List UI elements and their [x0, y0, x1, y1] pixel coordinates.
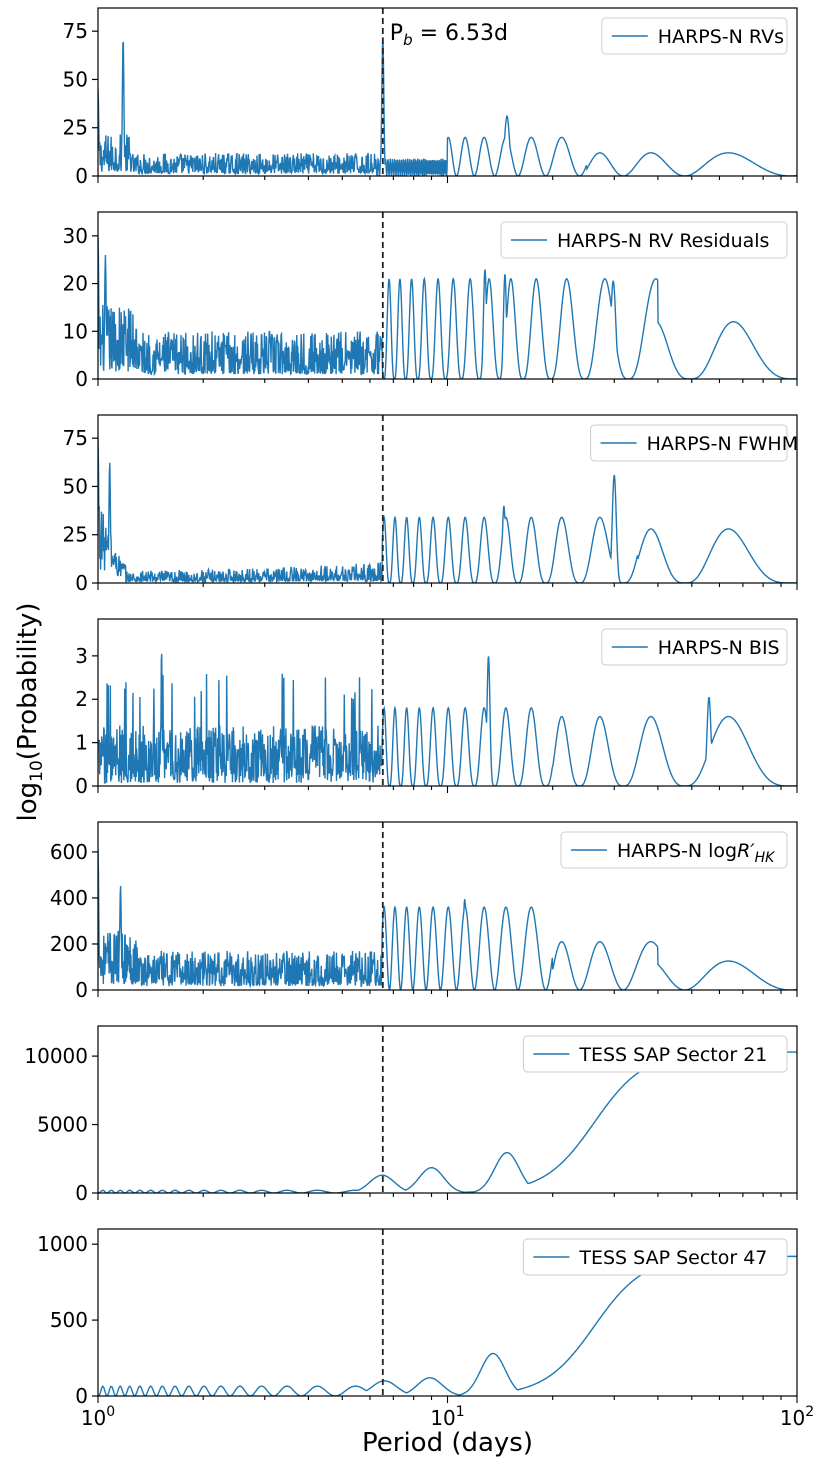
legend-fwhm: HARPS-N FWHM — [590, 424, 799, 462]
legend-label: HARPS-N BIS — [658, 637, 780, 659]
series-line-rhk — [98, 849, 797, 990]
series-line-rv — [98, 37, 797, 176]
legend-box — [590, 424, 788, 462]
y-tick-label: 20 — [63, 272, 88, 296]
legend-label: HARPS-N RVs — [658, 26, 784, 48]
y-tick-label: 0 — [75, 367, 88, 391]
legend-s21: TESS SAP Sector 21 — [522, 1035, 788, 1073]
legend-rv: HARPS-N RVs — [601, 17, 788, 55]
y-tick-label: 75 — [63, 426, 88, 450]
panel-s21: 0 5000 10000 TESS SAP Sector 21 — [24, 1025, 798, 1205]
legend-label: HARPS-N FWHM — [647, 433, 799, 455]
panel-fwhm: 0 25 50 75 HARPS-N FWHM — [63, 414, 799, 595]
legend-res: HARPS-N RV Residuals — [500, 221, 788, 259]
y-tick-label: 0 — [75, 774, 88, 798]
y-tick-label: 1 — [75, 731, 88, 755]
legend-label: TESS SAP Sector 21 — [578, 1044, 767, 1066]
panel-s47: 0 500 1000 TESS SAP Sector 47 100 101 102 — [37, 1228, 814, 1430]
y-tick-label: 50 — [63, 474, 88, 498]
x-axis-label: Period (days) — [362, 1428, 533, 1458]
y-tick-label: 75 — [63, 19, 88, 43]
panel-bis: 0 1 2 3 HARPS-N BIS — [75, 618, 798, 798]
y-tick-label: 5000 — [37, 1113, 88, 1137]
y-tick-label: 10 — [63, 319, 88, 343]
y-tick-label: 2 — [75, 687, 88, 711]
x-tick-label: 100 — [81, 1404, 115, 1430]
series-line-res — [98, 235, 797, 379]
series-line-s47 — [98, 1255, 797, 1396]
legend-label: HARPS-N RV Residuals — [557, 230, 769, 252]
y-tick-label: 600 — [50, 840, 88, 864]
y-tick-label: 25 — [63, 116, 88, 140]
panel-rhk: 0 200 400 600 HARPS-N logR′HK — [50, 821, 798, 1002]
period-annotation: Pb = 6.53d — [390, 21, 508, 49]
y-tick-label: 10000 — [24, 1044, 88, 1068]
y-tick-label: 0 — [75, 164, 88, 188]
legend-box — [500, 221, 788, 259]
panel-res: 0 10 20 30 HARPS-N RV Residuals — [63, 211, 798, 391]
legend-box — [522, 1035, 788, 1073]
legend-label: TESS SAP Sector 47 — [578, 1247, 767, 1269]
legend-box — [560, 831, 788, 869]
y-tick-label: 3 — [75, 644, 88, 668]
y-tick-label: 0 — [75, 1181, 88, 1205]
y-tick-label: 500 — [50, 1308, 88, 1332]
legend-box — [601, 628, 788, 666]
y-tick-label: 50 — [63, 67, 88, 91]
y-tick-label: 0 — [75, 978, 88, 1002]
y-tick-label: 25 — [63, 523, 88, 547]
y-tick-label: 0 — [75, 571, 88, 595]
legend-box — [601, 17, 788, 55]
series-line-bis — [98, 653, 797, 786]
y-tick-label: 0 — [75, 1384, 88, 1408]
legend-bis: HARPS-N BIS — [601, 628, 788, 666]
x-tick-label: 101 — [430, 1404, 464, 1430]
legend-label: HARPS-N logR′HK — [617, 840, 776, 866]
legend-rhk: HARPS-N logR′HK — [560, 831, 788, 869]
panel-rv: 0 25 50 75 HARPS-N RVs Pb = 6.53d — [63, 7, 798, 188]
x-tick-label: 102 — [780, 1404, 814, 1430]
y-tick-label: 30 — [63, 224, 88, 248]
y-axis-label: log10(Probability) — [13, 602, 47, 821]
y-tick-label: 200 — [50, 932, 88, 956]
legend-s47: TESS SAP Sector 47 — [522, 1238, 788, 1276]
y-tick-label: 400 — [50, 886, 88, 910]
y-tick-label: 1000 — [37, 1232, 88, 1256]
legend-box — [522, 1238, 788, 1276]
series-line-s21 — [98, 1051, 797, 1193]
